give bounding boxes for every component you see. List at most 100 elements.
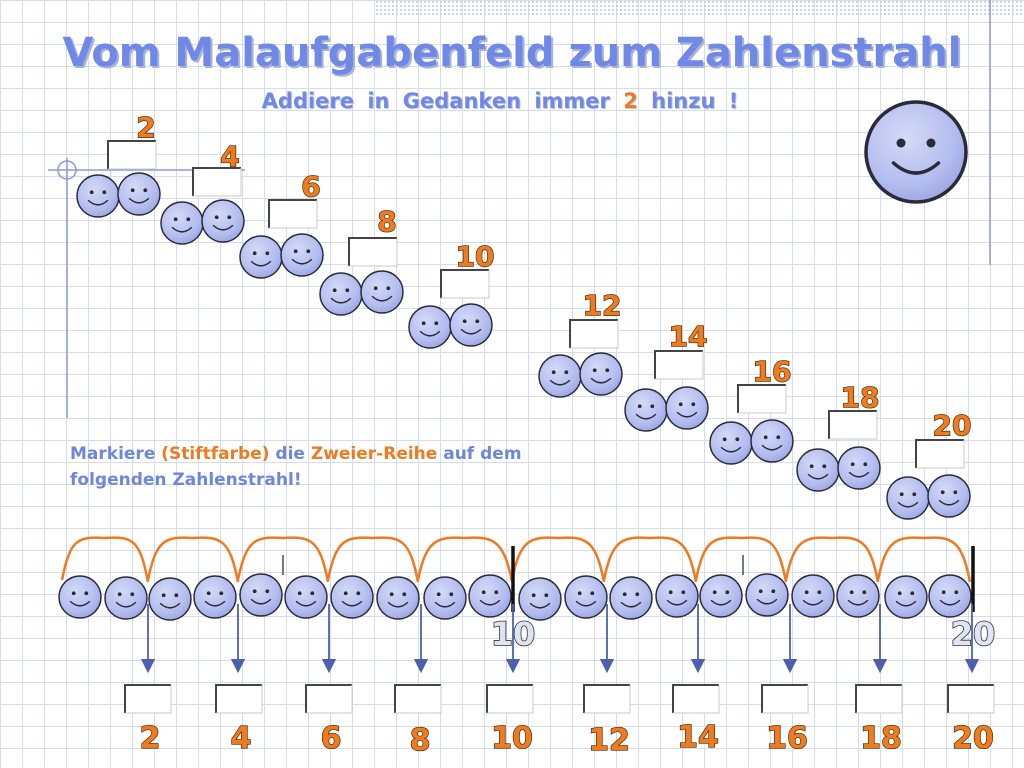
smiley-icon bbox=[538, 354, 582, 398]
stair-number-label: 14 bbox=[669, 320, 708, 353]
answer-box bbox=[855, 684, 903, 714]
stair-answer-box bbox=[915, 439, 965, 469]
jump-arc bbox=[326, 536, 420, 583]
answer-slot: 4 bbox=[215, 684, 263, 757]
stair-number-label: 6 bbox=[301, 170, 320, 203]
numberline-smiley-icon bbox=[330, 575, 374, 619]
answer-number-label: 10 bbox=[491, 721, 533, 756]
answer-number-label: 14 bbox=[677, 720, 719, 755]
stair-step: 10 bbox=[408, 239, 495, 349]
subtitle-text: Addiere in Gedanken immer bbox=[261, 89, 610, 113]
answer-slot: 20 bbox=[947, 684, 995, 757]
stair-answer-box bbox=[828, 410, 878, 440]
numberline-smiley-icon bbox=[609, 576, 653, 620]
smiley-icon bbox=[886, 476, 930, 520]
numberline-smiley-icon bbox=[148, 577, 192, 621]
stair-step: 18 bbox=[796, 380, 881, 492]
jump-arc bbox=[236, 536, 330, 583]
numberline-marker-label: 20 bbox=[951, 615, 996, 653]
big-smiley-icon bbox=[864, 100, 968, 204]
numberline-smiley-icon bbox=[655, 574, 699, 618]
answer-slot: 6 bbox=[305, 684, 353, 757]
answer-slot: 2 bbox=[124, 684, 172, 757]
corner-pattern bbox=[375, 0, 1024, 16]
jump-arc bbox=[876, 536, 972, 583]
smiley-icon bbox=[796, 448, 840, 492]
answer-number-label: 4 bbox=[231, 721, 252, 756]
numberline-smiley-icon bbox=[884, 575, 928, 619]
instruction-part: auf dem bbox=[443, 444, 522, 464]
stair-answer-box bbox=[654, 350, 704, 380]
numberline-smiley-icon bbox=[423, 576, 467, 620]
numberline-smiley-icon bbox=[791, 574, 835, 618]
numberline-smileys bbox=[58, 573, 972, 621]
smiley-icon bbox=[408, 305, 452, 349]
answer-number-label: 8 bbox=[410, 723, 431, 758]
numberline-smiley-icon bbox=[193, 575, 237, 619]
answer-box bbox=[672, 684, 720, 714]
answer-number-label: 2 bbox=[140, 721, 161, 756]
answer-slot: 8 bbox=[394, 684, 442, 759]
stair-number-label: 12 bbox=[583, 289, 622, 322]
jump-arc bbox=[416, 536, 514, 583]
answer-box bbox=[394, 684, 442, 714]
jump-arc bbox=[602, 536, 698, 583]
numberline-smiley-icon bbox=[284, 575, 328, 619]
answer-number-label: 20 bbox=[952, 721, 994, 756]
subtitle-text-end: hinzu ! bbox=[651, 89, 739, 113]
answer-number-label: 12 bbox=[588, 723, 630, 758]
stair-answer-box bbox=[192, 167, 242, 197]
instruction-text: Markiere (Stiftfarbe) die Zweier-Reihe a… bbox=[70, 441, 630, 493]
answer-slot: 10 bbox=[486, 684, 534, 757]
smiley-icon bbox=[449, 303, 493, 347]
jump-arc bbox=[784, 536, 880, 583]
numberline-smiley-icon bbox=[699, 574, 743, 618]
stair-number-label: 18 bbox=[841, 381, 880, 414]
stair-step: 8 bbox=[319, 204, 404, 316]
smiley-icon bbox=[280, 233, 324, 277]
stair-answer-box bbox=[569, 319, 619, 349]
smiley-icon bbox=[709, 421, 753, 465]
stair-step: 14 bbox=[624, 319, 709, 432]
stair-number-label: 4 bbox=[220, 140, 239, 173]
numberline-smiley-icon bbox=[745, 573, 789, 617]
stair-answer-box bbox=[107, 140, 157, 170]
answer-slot: 18 bbox=[855, 684, 903, 757]
answer-box bbox=[486, 684, 534, 714]
answer-slot: 14 bbox=[672, 684, 720, 756]
answer-box bbox=[583, 684, 631, 714]
smiley-icon bbox=[201, 199, 245, 243]
stair-number-label: 8 bbox=[377, 205, 396, 238]
stair-answer-box bbox=[348, 237, 398, 267]
big-smiley-icon bbox=[864, 100, 968, 204]
answer-number-label: 6 bbox=[321, 721, 342, 756]
stair-step: 4 bbox=[160, 139, 245, 245]
stair-step: 16 bbox=[709, 354, 794, 465]
stair-step: 6 bbox=[239, 169, 324, 279]
smiley-icon bbox=[665, 386, 709, 430]
numberline-smiley-icon bbox=[564, 575, 608, 619]
smiley-icon bbox=[750, 419, 794, 463]
jump-arc bbox=[694, 536, 788, 583]
instruction-highlight: Zweier-Reihe bbox=[310, 444, 438, 464]
frame-circle bbox=[57, 160, 77, 180]
numberline-smiley-icon bbox=[58, 575, 102, 619]
jump-arc bbox=[60, 536, 150, 583]
stair-number-label: 16 bbox=[753, 355, 792, 388]
numberline-smiley-icon bbox=[376, 576, 420, 620]
staircase: 2 4 6 8 10 12 14 16 18 20 bbox=[76, 110, 972, 520]
jump-arc bbox=[146, 536, 240, 583]
answer-arrows bbox=[140, 604, 980, 674]
numberline-smiley-icon bbox=[928, 574, 972, 618]
stair-number-label: 20 bbox=[933, 409, 972, 442]
answer-box bbox=[215, 684, 263, 714]
numberline-smiley-icon bbox=[836, 574, 880, 618]
smiley-icon bbox=[927, 474, 971, 518]
smiley-icon bbox=[76, 174, 120, 218]
answer-box bbox=[305, 684, 353, 714]
numberline-smiley-icon bbox=[468, 574, 512, 618]
smiley-icon bbox=[837, 446, 881, 490]
smiley-icon bbox=[117, 172, 161, 216]
subtitle: Addiere in Gedanken immer 2 hinzu ! bbox=[0, 89, 1000, 113]
